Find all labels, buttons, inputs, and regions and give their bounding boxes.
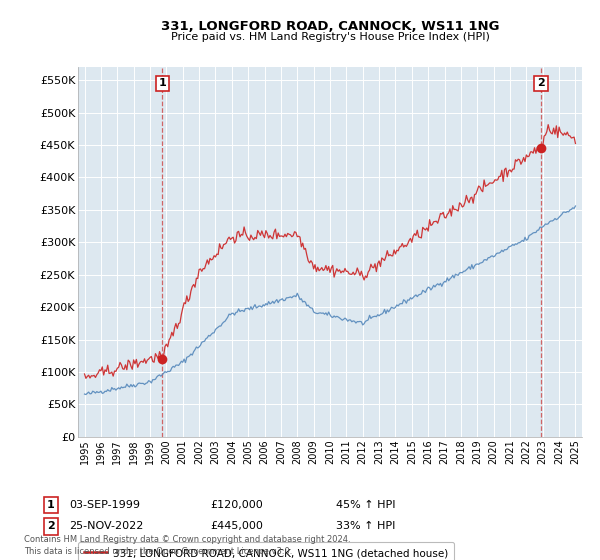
Legend: 331, LONGFORD ROAD, CANNOCK, WS11 1NG (detached house), HPI: Average price, deta: 331, LONGFORD ROAD, CANNOCK, WS11 1NG (d… <box>78 542 454 560</box>
Text: 331, LONGFORD ROAD, CANNOCK, WS11 1NG: 331, LONGFORD ROAD, CANNOCK, WS11 1NG <box>161 20 499 32</box>
Text: 25-NOV-2022: 25-NOV-2022 <box>69 521 143 531</box>
Text: 2: 2 <box>537 78 545 88</box>
Text: 03-SEP-1999: 03-SEP-1999 <box>69 500 140 510</box>
Text: 1: 1 <box>158 78 166 88</box>
Text: 45% ↑ HPI: 45% ↑ HPI <box>336 500 395 510</box>
Text: 2: 2 <box>47 521 55 531</box>
Text: 1: 1 <box>47 500 55 510</box>
Text: Price paid vs. HM Land Registry's House Price Index (HPI): Price paid vs. HM Land Registry's House … <box>170 32 490 43</box>
Text: £120,000: £120,000 <box>210 500 263 510</box>
Text: 33% ↑ HPI: 33% ↑ HPI <box>336 521 395 531</box>
Text: Contains HM Land Registry data © Crown copyright and database right 2024.
This d: Contains HM Land Registry data © Crown c… <box>24 535 350 556</box>
Text: £445,000: £445,000 <box>210 521 263 531</box>
